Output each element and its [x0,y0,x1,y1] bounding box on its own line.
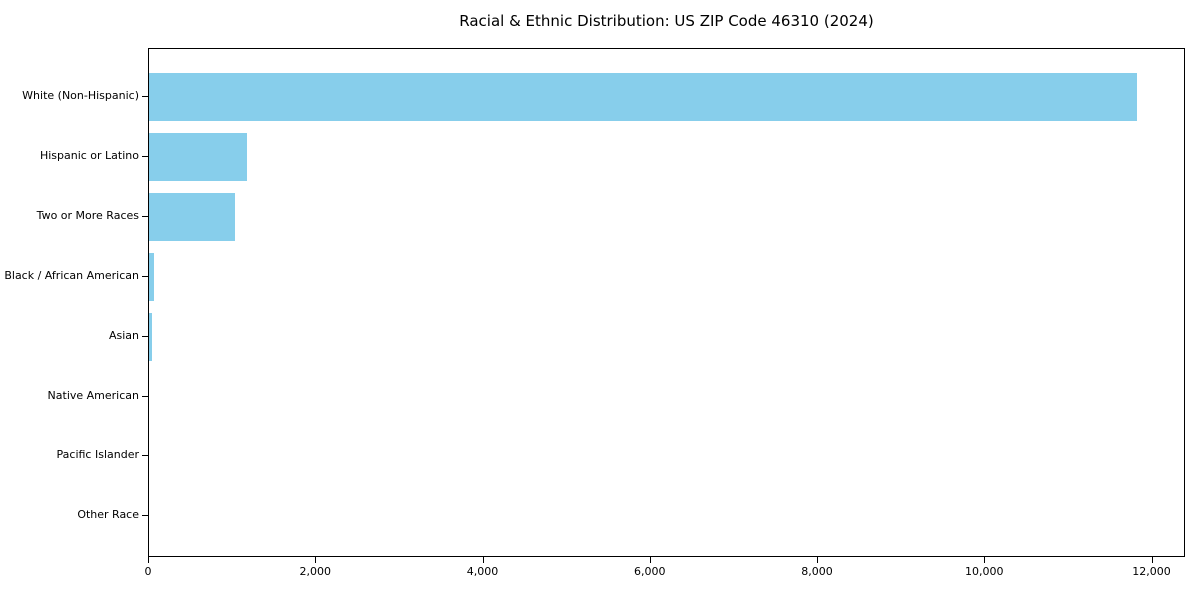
y-tick-mark [142,155,148,157]
x-tick-label: 8,000 [801,565,833,578]
y-tick-label: Black / African American [4,268,139,282]
y-tick-label: Two or More Races [36,208,139,222]
y-tick-mark [142,455,148,457]
x-tick-mark [817,557,819,563]
y-tick-label: Native American [47,388,139,402]
x-tick-label: 0 [144,565,152,578]
y-tick-mark [142,215,148,217]
y-tick-label: White (Non-Hispanic) [22,89,139,102]
bar-asian [149,312,152,361]
y-tick-mark [142,275,148,277]
x-tick-label: 4,000 [466,565,499,578]
chart-title: Racial & Ethnic Distribution: US ZIP Cod… [459,12,874,30]
y-tick-mark [142,96,148,97]
bar-black-african-american [149,252,154,301]
x-tick-mark [315,557,317,563]
x-tick-label: 10,000 [965,565,1004,578]
x-tick-mark [1151,557,1153,563]
bar-white-non-hispanic [149,73,1137,121]
x-tick-mark [482,557,484,563]
x-tick-label: 6,000 [634,565,666,578]
x-tick-mark [649,557,651,563]
bar-hispanic-or-latino [149,132,248,181]
y-tick-mark [142,335,148,337]
y-tick-mark [142,515,148,517]
plot-area [148,48,1185,557]
x-tick-label: 2,000 [299,565,332,578]
bar-two-or-more-races [149,192,236,241]
y-tick-label: Hispanic or Latino [39,148,139,162]
x-tick-mark [148,557,149,563]
y-tick-label: Pacific Islander [56,448,139,462]
y-tick-label: Other Race [77,508,139,522]
x-tick-mark [984,557,986,563]
y-tick-label: Asian [108,328,139,342]
x-tick-label: 12,000 [1132,565,1171,578]
y-tick-mark [142,395,148,397]
